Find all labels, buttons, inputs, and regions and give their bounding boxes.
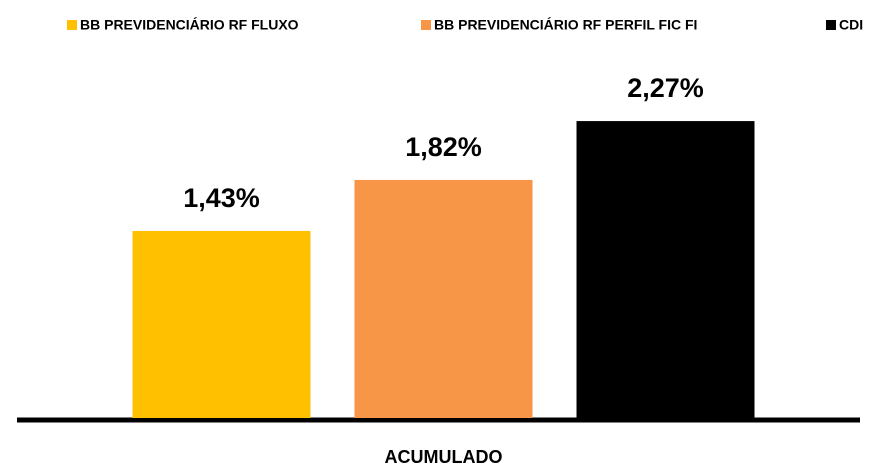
legend-label: BB PREVIDENCIÁRIO RF PERFIL FIC FI: [434, 17, 697, 33]
x-tick-label: ACUMULADO: [385, 447, 503, 466]
legend-label: CDI: [839, 17, 863, 33]
value-label: 2,27%: [627, 73, 704, 103]
legend-label: BB PREVIDENCIÁRIO RF FLUXO: [80, 17, 299, 33]
bar: [132, 230, 311, 418]
value-label: 1,82%: [405, 132, 482, 162]
bar: [354, 179, 533, 418]
legend-swatch: [67, 20, 77, 30]
legend-swatch: [826, 20, 836, 30]
legend-swatch: [421, 20, 431, 30]
value-label: 1,43%: [183, 183, 260, 213]
bar: [576, 121, 755, 419]
